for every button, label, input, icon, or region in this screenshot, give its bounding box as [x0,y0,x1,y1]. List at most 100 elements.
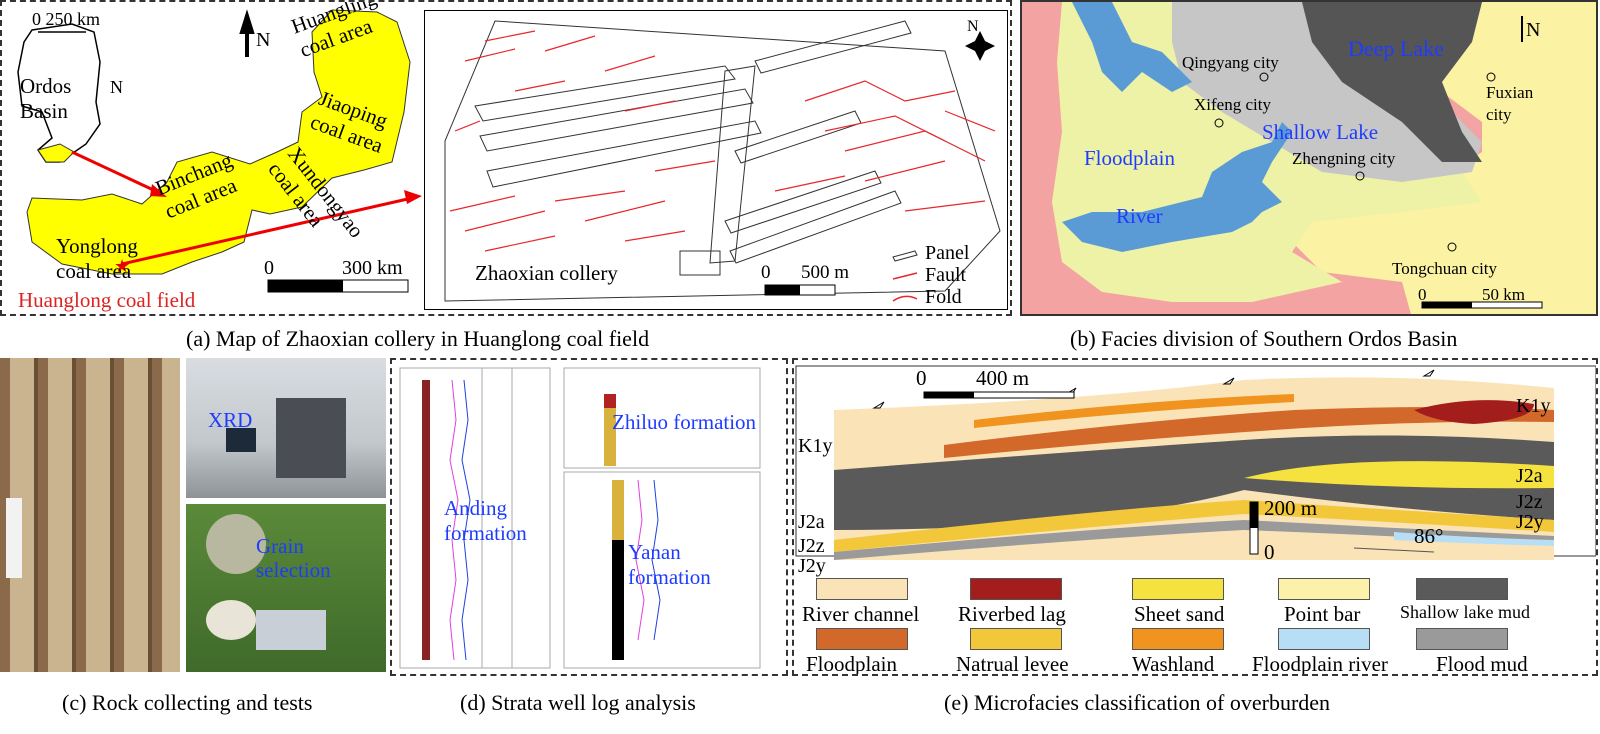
anding-label: Anding formation [444,496,527,546]
legend-flood-mud: Flood mud [1436,652,1528,676]
collery-map-svg [444,20,1001,302]
coal-area-shape [26,9,411,275]
legend-riverbed-lag: Riverbed lag [958,602,1066,626]
vertical-scale-max: 200 m [1264,496,1318,520]
layer-natural-levee [834,500,1554,552]
yanan-label: Yanan formation [628,540,711,590]
grain-label: Grain selection [256,534,331,583]
legend-panel-icon [892,250,918,262]
basin-coal-blob [37,143,75,163]
yonglong-label: Yonglong coal area [56,234,138,284]
shallow-lake-zone [1172,2,1482,182]
scale-zero: 0 [264,257,274,279]
panel-c-photos: XRD Grain selection [0,358,386,672]
left-label-j2z: J2z [798,535,825,557]
facies-north: N [1526,19,1541,41]
caption-c: (c) Rock collecting and tests [62,690,313,715]
north-label: N [256,29,271,51]
scale2-max: 500 m [801,262,850,283]
legend-panel: Panel [925,242,970,264]
caption-e: (e) Microfacies classification of overbu… [944,690,1331,715]
facies-yellow-zone [1282,2,1596,314]
layer-shallow-mud [834,435,1554,530]
collery-map-frame: N Zhaoxian collery 0 500 m Panel Fault F… [424,10,1008,310]
panels-group [474,20,912,276]
layer-floodplain [944,407,1554,458]
right-label-j2a: J2a [1516,465,1543,487]
swatch-shallow-lake-mud [1416,578,1508,600]
ordos-basin-label: Ordos Basin [20,74,72,124]
section-scale-max: 400 m [976,366,1030,390]
legend-sheet-sand: Sheet sand [1134,602,1225,626]
legend-washland: Washland [1132,652,1215,676]
grain-photo: Grain selection [186,504,386,672]
arrow-field-to-collery [121,196,413,266]
swatch-point-bar [1278,578,1370,600]
core-photo [0,358,180,672]
north-arrow [239,9,255,57]
legend-point-bar: Point bar [1284,602,1361,626]
deep-lake-zone [1302,2,1482,162]
fuxian-label: Fuxian city [1486,83,1534,125]
swatch-natural-levee [970,628,1062,650]
section-scale-zero: 0 [916,366,927,390]
core-label-tag [6,498,22,578]
layer-sheet-sand [1244,461,1554,489]
swatch-floodplain-river [1278,628,1370,650]
panel-d-welllog: Anding formation Zhiluo formation Yanan … [390,358,788,676]
caption-b: (b) Facies division of Southern Ordos Ba… [1070,326,1458,351]
legend-floodplain: Floodplain [806,652,898,676]
facies-legend: River channel Riverbed lag Sheet sand Po… [794,574,1596,676]
river-zone [1062,2,1292,252]
faults-group [449,30,996,252]
xifeng-label: Xifeng city [1194,95,1271,114]
legend-fault: Fault [925,264,967,286]
legend-fault-icon [892,272,918,280]
left-label-j2a: J2a [798,511,825,533]
qingyang-label: Qingyang city [1182,53,1279,72]
shallow-lake-label: Shallow Lake [1262,120,1379,144]
scale-top-label: 0 250 km [32,9,101,29]
swatch-floodplain [816,628,908,650]
cross-section-svg [795,365,1596,560]
panel-b-facies: Deep Lake N Qingyang city Xifeng city Fu… [1020,0,1598,316]
scale-max: 300 km [342,257,403,279]
left-label-j2y: J2y [798,555,826,577]
zhaoxian-map-svg: ★ [17,9,422,293]
facies-scale-zero: 0 [1418,285,1427,304]
collery-label: Zhaoxian collery [475,261,618,285]
arrow-basin-to-field [71,150,163,196]
swatch-washland [1132,628,1224,650]
scale2-zero: 0 [761,262,771,283]
dip-angle: 86° [1414,524,1444,548]
caption-a: (a) Map of Zhaoxian collery in Huanglong… [186,326,650,351]
compass-icon [965,31,995,61]
legend-fold-icon [892,295,918,302]
swatch-river-channel [816,578,908,600]
welllog-svg [399,367,761,669]
deep-lake-label: Deep Lake [1348,36,1444,61]
right-label-j2y: J2y [1516,511,1544,533]
right-label-j2z: J2z [1516,491,1543,513]
xrd-label: XRD [208,408,253,432]
zhengning-label: Zhengning city [1292,149,1396,168]
layer-flood-mud [834,520,1554,560]
legend-natural-levee: Natrual levee [956,652,1069,676]
tongchuan-label: Tongchuan city [1392,259,1498,278]
river-label: River [1116,204,1163,228]
layer-washland [974,394,1294,428]
collery-north: N [967,18,979,35]
right-label-k1y: K1y [1516,395,1551,417]
legend-floodplain-river: Floodplain river [1252,652,1388,676]
vertical-scale-zero: 0 [1264,540,1275,564]
facies-map-svg [1022,2,1596,314]
xrd-photo: XRD [186,358,386,498]
legend-river-channel: River channel [802,602,920,626]
floodplain-label: Floodplain [1084,146,1176,170]
ordos-north-label: N [110,77,123,97]
coal-field-star-icon: ★ [114,256,130,276]
legend-shallow-lake-mud: Shallow lake mud [1400,602,1530,622]
layer-floodplain-river [1394,532,1554,546]
panel-e-microfacies: 0 400 m 200 m 0 86° K1y J2a J2z J2y K1y … [792,358,1598,676]
huanglong-field-label: Huanglong coal field [18,288,196,312]
